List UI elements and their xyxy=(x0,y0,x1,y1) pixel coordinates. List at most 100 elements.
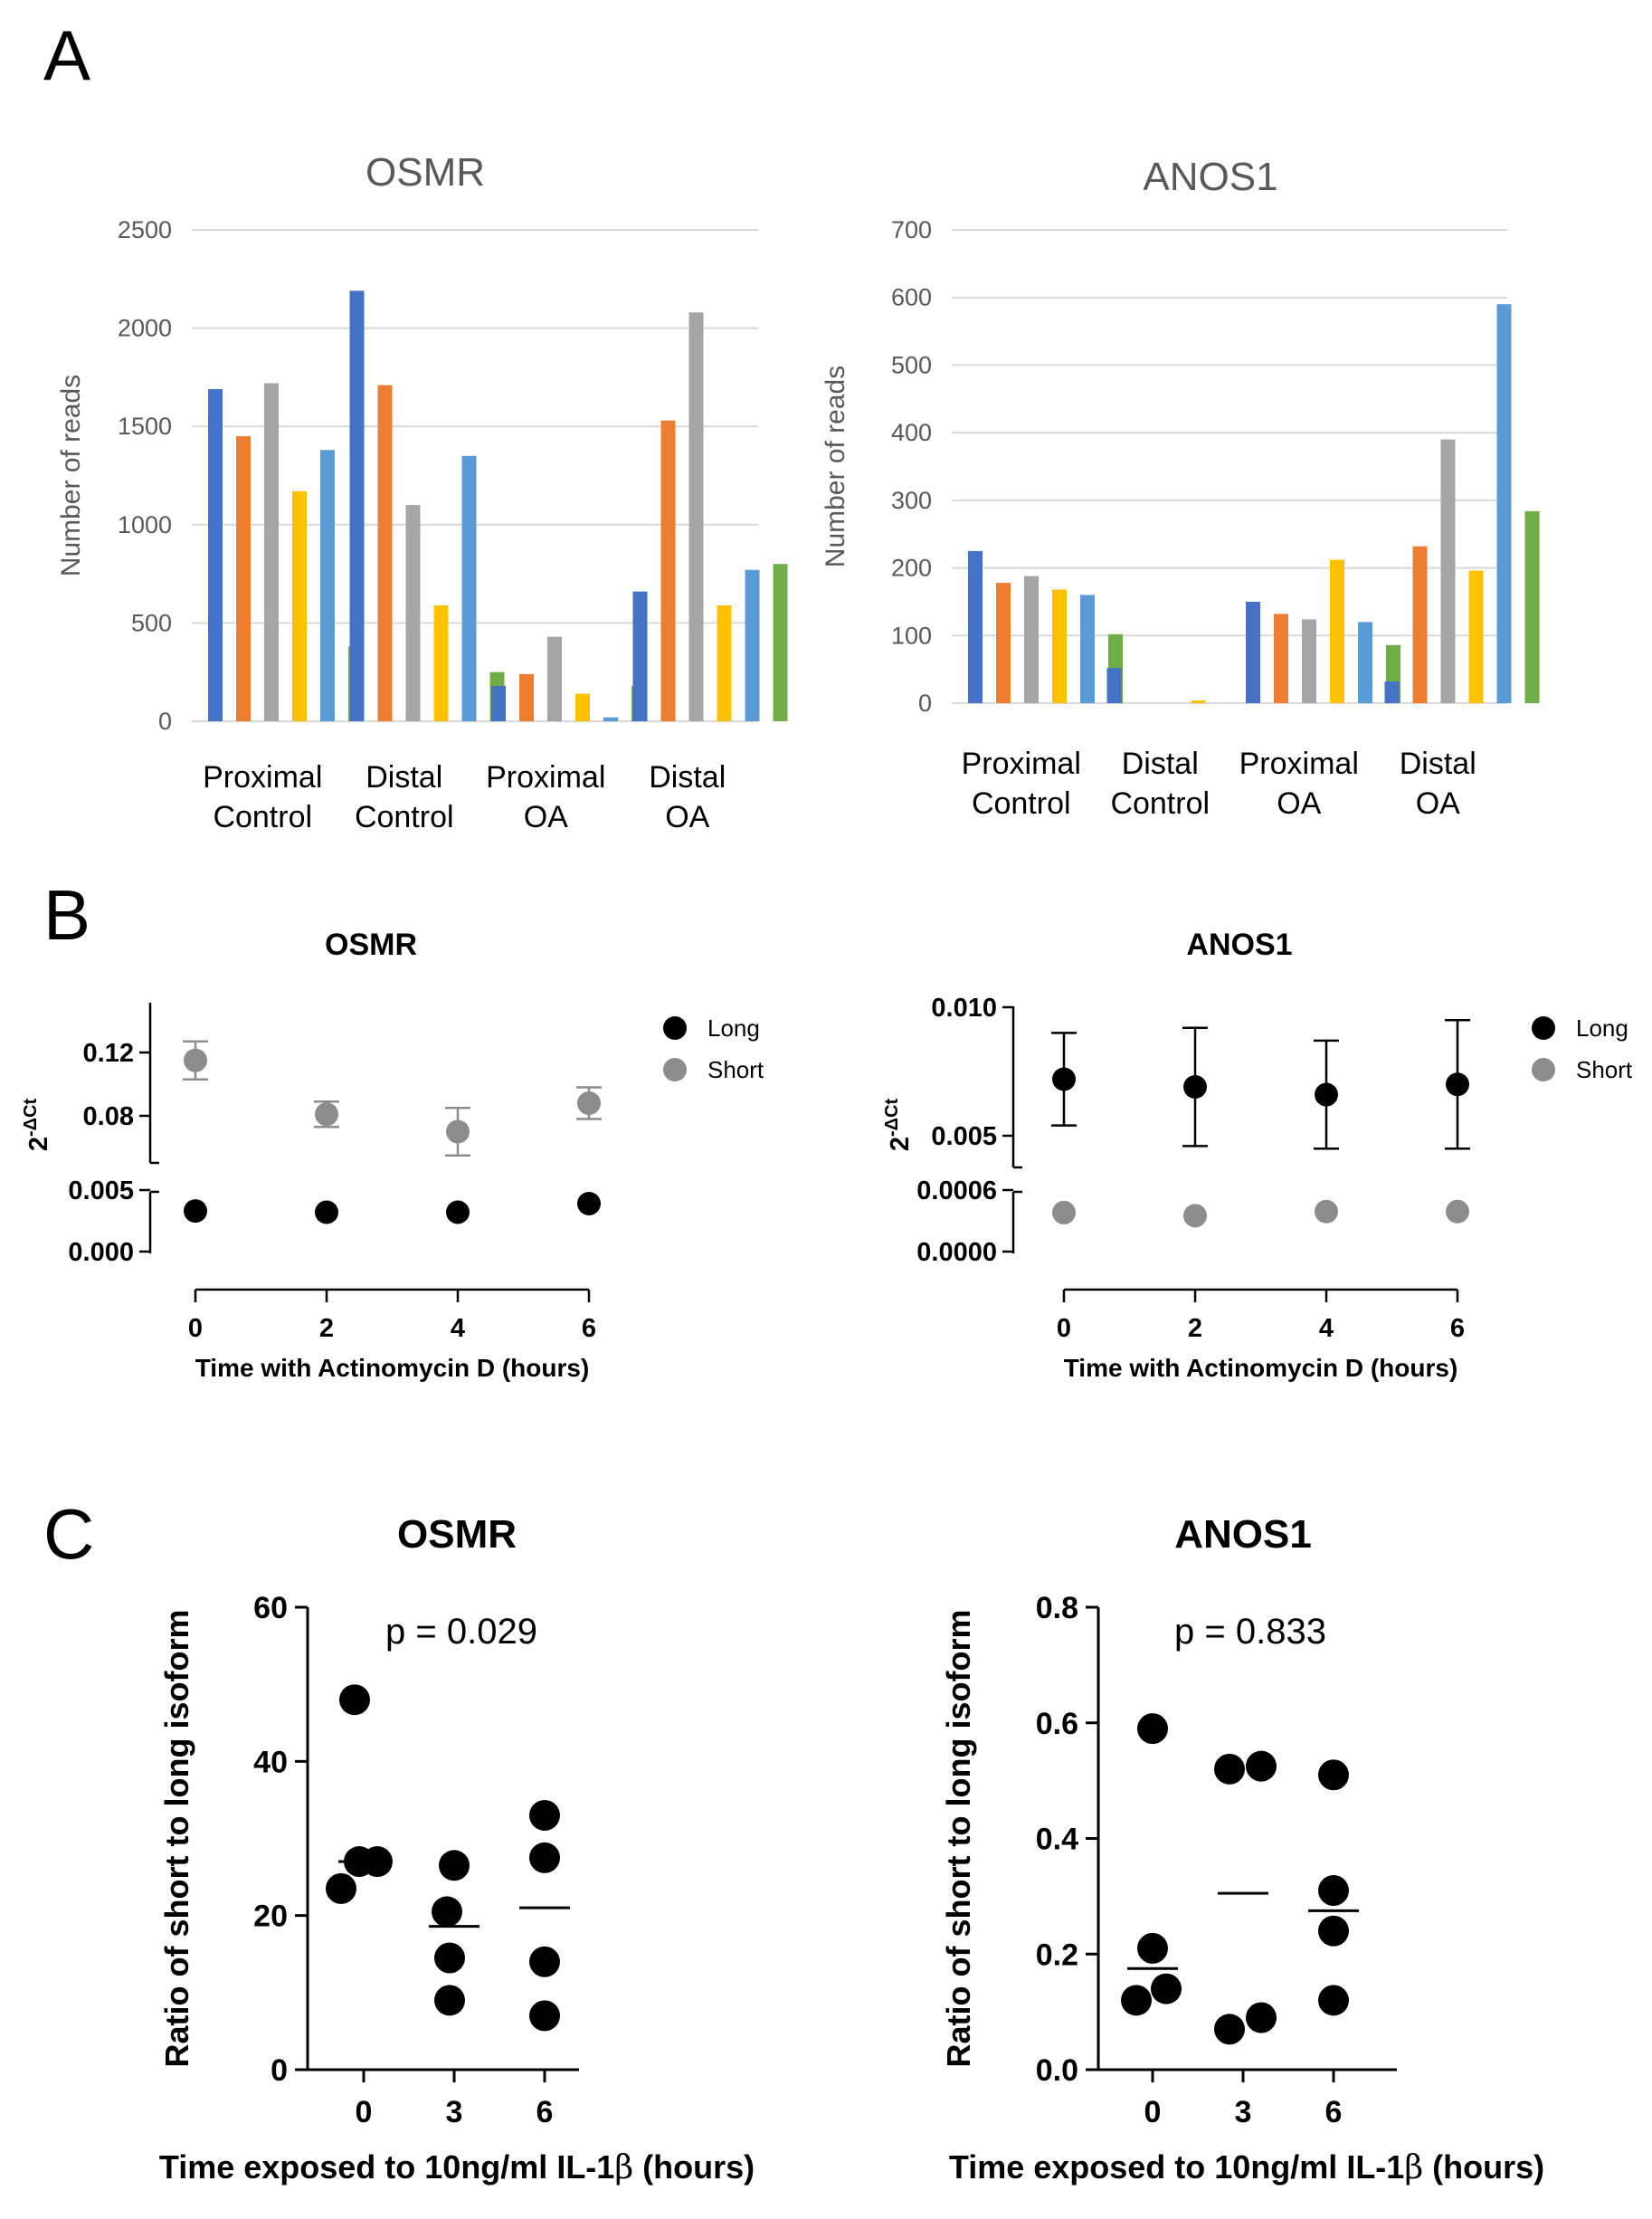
bar xyxy=(1440,439,1456,703)
y-tick-label: 0.6 xyxy=(1036,1707,1078,1741)
data-point xyxy=(432,1896,462,1928)
bar xyxy=(968,550,983,703)
y-tick-label: 60 xyxy=(253,1591,288,1625)
y-axis-label: Ratio of short to long isoform xyxy=(158,1610,195,2068)
data-point-long xyxy=(1315,1082,1338,1107)
category-label: Control xyxy=(972,786,1071,821)
bar xyxy=(405,505,421,721)
y-tick-label: 2500 xyxy=(118,216,172,243)
timecourse-chart-b-anos1: ANOS1 0.010 0.005 0.0006 0.0000 2-ΔCt 0 2 4 6 Time… xyxy=(882,928,1633,1382)
p-value: p = 0.029 xyxy=(385,1612,537,1652)
category-label: Distal xyxy=(1122,747,1199,781)
bar xyxy=(1358,622,1372,703)
panel-label-a: A xyxy=(43,15,90,95)
bar xyxy=(1246,601,1260,703)
bar xyxy=(349,290,365,721)
bar xyxy=(461,455,477,721)
data-point xyxy=(1246,1750,1277,1782)
bar xyxy=(1274,614,1288,703)
data-point xyxy=(1137,1932,1168,1964)
data-point-long xyxy=(446,1200,470,1224)
y-tick-label: 700 xyxy=(891,216,932,243)
bar xyxy=(1330,559,1344,703)
x-axis-label: Time with Actinomycin D (hours) xyxy=(195,1354,590,1382)
data-point xyxy=(529,2000,560,2032)
data-point xyxy=(1318,1759,1349,1791)
panel-label-b: B xyxy=(43,875,90,955)
y-tick-label: 0.8 xyxy=(1036,1591,1078,1625)
y-tick-label: 0.4 xyxy=(1036,1823,1078,1857)
y-tick-label: 200 xyxy=(891,555,932,582)
x-tick-label: 0 xyxy=(188,1314,203,1343)
legend-marker xyxy=(663,1016,687,1040)
y-tick-label: 0.08 xyxy=(83,1102,134,1131)
category-label: OA xyxy=(1277,786,1321,821)
category-label: Proximal xyxy=(486,760,605,795)
x-tick-label: 2 xyxy=(319,1314,334,1343)
bar xyxy=(1080,595,1095,703)
category-label: Distal xyxy=(649,760,726,795)
bar xyxy=(1302,619,1316,703)
y-tick-label: 1500 xyxy=(118,413,172,440)
bar xyxy=(1468,570,1484,703)
y-tick-label: 0.0000 xyxy=(916,1238,997,1267)
bar xyxy=(575,693,590,721)
bar xyxy=(519,673,534,721)
y-tick-label: 40 xyxy=(253,1745,288,1779)
y-tick-label: 0.010 xyxy=(931,994,997,1023)
y-tick-label: 0.12 xyxy=(83,1039,134,1068)
bar xyxy=(1024,576,1039,703)
data-point-long xyxy=(315,1200,338,1224)
data-point xyxy=(326,1872,356,1904)
timecourse-chart-b-osmr: OSMR 0.12 0.08 0.005 0.000 2-ΔCt 0 2 4 6 Time with… xyxy=(21,928,764,1382)
bar xyxy=(1052,589,1067,703)
chart-title: ANOS1 xyxy=(1143,155,1277,199)
data-point-long xyxy=(184,1199,207,1224)
y-tick-label: 300 xyxy=(891,487,932,514)
y-tick-label: 1000 xyxy=(118,511,172,538)
x-tick-label: 6 xyxy=(1325,2095,1343,2129)
data-point-short xyxy=(1446,1199,1469,1224)
legend-marker xyxy=(663,1058,687,1081)
data-point xyxy=(1318,1874,1349,1906)
y-tick-label: 0.005 xyxy=(68,1176,134,1205)
data-point-short xyxy=(1315,1199,1338,1224)
x-axis-label: Time exposed to 10ng/ml IL-1β (hours) xyxy=(159,2148,755,2186)
y-axis-label: Number of reads xyxy=(56,375,86,576)
category-label: Control xyxy=(213,800,312,834)
y-axis-label: Ratio of short to long isoform xyxy=(940,1610,977,2068)
data-point-long xyxy=(1052,1067,1076,1091)
data-point xyxy=(1318,1985,1349,2016)
data-point-long xyxy=(1446,1072,1469,1097)
bar xyxy=(660,420,676,721)
data-point-short xyxy=(446,1119,470,1144)
x-tick-label: 0 xyxy=(1144,2095,1162,2129)
data-point xyxy=(1214,1753,1245,1785)
y-tick-label: 0 xyxy=(271,2053,288,2088)
data-point-short xyxy=(184,1048,207,1072)
y-tick-label: 0.0006 xyxy=(916,1176,997,1205)
category-label: Control xyxy=(1110,786,1210,821)
bar xyxy=(1106,668,1122,703)
data-point-long xyxy=(1183,1075,1207,1100)
data-point xyxy=(529,1946,560,1977)
legend-label: Long xyxy=(1576,1014,1628,1042)
x-tick-label: 0 xyxy=(1057,1314,1071,1343)
chart-title: OSMR xyxy=(397,1512,517,1557)
panel-b-charts: OSMR 0.12 0.08 0.005 0.000 2-ΔCt 0 2 4 6 Time with… xyxy=(21,928,1633,1382)
y-axis-label: 2-ΔCt xyxy=(21,1099,53,1152)
legend-marker xyxy=(1532,1058,1555,1081)
data-point xyxy=(439,1850,470,1881)
bar xyxy=(1524,510,1540,703)
category-label: OA xyxy=(665,800,709,834)
chart-title: ANOS1 xyxy=(1186,928,1292,962)
category-label: Proximal xyxy=(203,760,322,795)
x-tick-label: 4 xyxy=(1319,1314,1334,1343)
x-tick-label: 2 xyxy=(1188,1314,1202,1343)
chart-title: OSMR xyxy=(325,928,417,962)
data-point xyxy=(529,1799,560,1831)
data-point-short xyxy=(315,1102,338,1127)
